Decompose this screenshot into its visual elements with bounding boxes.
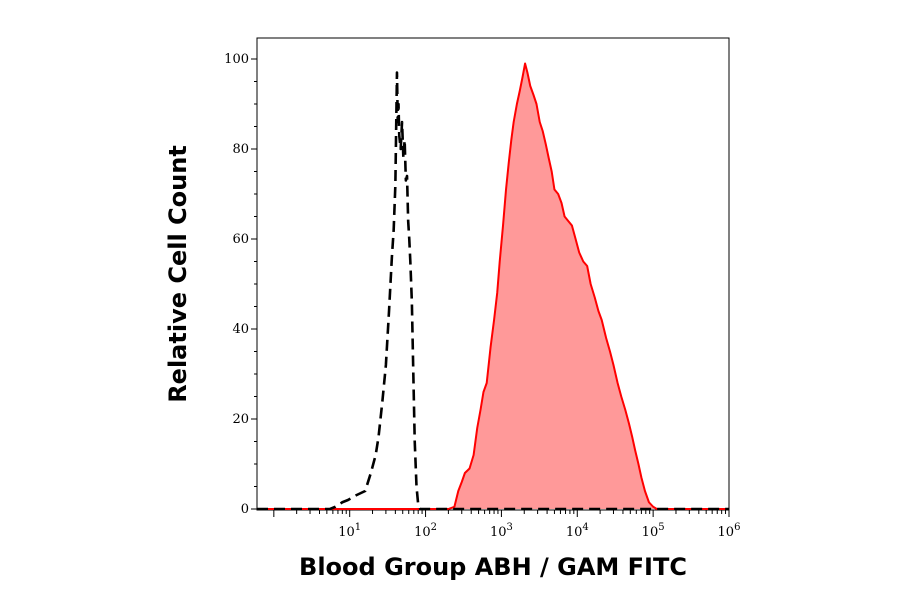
x-tick-label: 104 [566,522,589,540]
x-axis-title: Blood Group ABH / GAM FITC [299,553,687,581]
y-tick-label: 20 [232,412,249,427]
series-fill-area [257,63,729,509]
x-tick-label: 105 [642,522,665,540]
y-tick-label: 40 [232,322,249,337]
y-tick-label: 0 [241,502,249,517]
x-tick-label: 103 [490,522,513,540]
axis-layer: 0 20 40 60 80 100 101 102 103 104 105 106 [224,52,740,540]
series-line-dashed [257,71,729,511]
series-line-red [257,62,729,510]
y-tick-label: 80 [232,142,249,157]
y-axis-title: Relative Cell Count [164,145,192,403]
x-tick-label: 102 [414,522,437,540]
y-tick-label: 100 [224,52,249,67]
y-tick-label: 60 [232,232,249,247]
series-layer [257,62,729,511]
x-tick-label: 101 [338,522,361,540]
x-tick-label: 106 [718,522,741,540]
